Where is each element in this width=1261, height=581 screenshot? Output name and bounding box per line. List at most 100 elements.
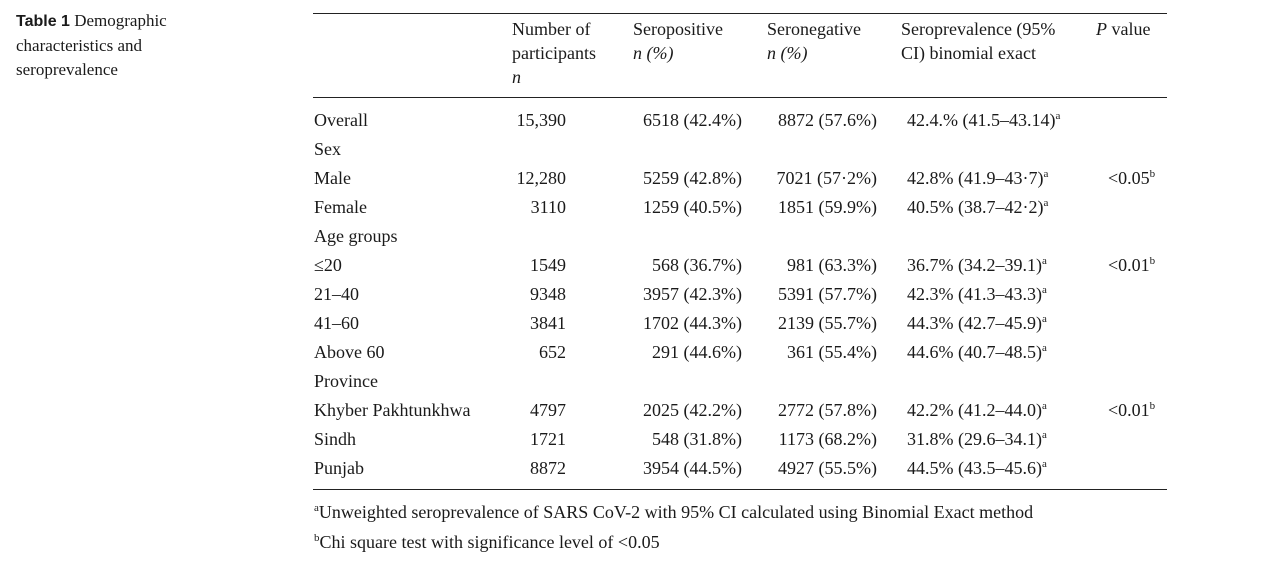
row-label: 21–40 bbox=[314, 280, 359, 309]
cell-seronegative: 361 (55.4%) bbox=[740, 338, 877, 367]
row-label: 41–60 bbox=[314, 309, 359, 338]
cell-seropositive: 291 (44.6%) bbox=[600, 338, 742, 367]
cell-p-value-value: <0.01 bbox=[1108, 255, 1150, 275]
header-seronegative-line2: n (%) bbox=[767, 43, 808, 63]
row-label-value: Overall bbox=[314, 110, 368, 130]
cell-participants-value: 15,390 bbox=[516, 110, 567, 130]
cell-seroprevalence: 42.2% (41.2–44.0)a bbox=[907, 396, 1047, 425]
cell-p-value: <0.01b bbox=[1108, 251, 1155, 280]
caption-text-line3: seroprevalence bbox=[16, 60, 118, 79]
cell-seropositive: 2025 (42.2%) bbox=[600, 396, 742, 425]
cell-seropositive-value: 568 (36.7%) bbox=[652, 255, 742, 275]
cell-seropositive-value: 3954 (44.5%) bbox=[643, 458, 742, 478]
table-label: Table 1 bbox=[16, 13, 70, 30]
row-label: Age groups bbox=[314, 222, 398, 251]
cell-seropositive: 568 (36.7%) bbox=[600, 251, 742, 280]
cell-seronegative: 2139 (55.7%) bbox=[740, 309, 877, 338]
cell-seroprevalence-footnote-mark: a bbox=[1055, 110, 1061, 122]
header-p-rest: value bbox=[1107, 19, 1151, 39]
cell-participants-value: 8872 bbox=[530, 458, 566, 478]
cell-seroprevalence-footnote-mark: a bbox=[1041, 313, 1047, 325]
cell-seropositive-value: 3957 (42.3%) bbox=[643, 284, 742, 304]
cell-participants: 1721 bbox=[500, 425, 566, 454]
cell-seroprevalence-value: 42.8% (41.9–43·7) bbox=[907, 168, 1044, 188]
cell-participants-value: 1549 bbox=[530, 255, 566, 275]
cell-seroprevalence: 44.5% (43.5–45.6)a bbox=[907, 454, 1047, 483]
cell-seropositive: 5259 (42.8%) bbox=[600, 164, 742, 193]
bottom-rule bbox=[313, 489, 1167, 490]
row-label-value: Age groups bbox=[314, 226, 398, 246]
table-row: Overall 15,390 6518 (42.4%) 8872 (57.6%) 42.… bbox=[0, 106, 1261, 135]
cell-seroprevalence: 31.8% (29.6–34.1)a bbox=[907, 425, 1047, 454]
cell-seroprevalence-value: 42.3% (41.3–43.3) bbox=[907, 284, 1042, 304]
cell-participants: 12,280 bbox=[500, 164, 567, 193]
cell-p-value-footnote-mark: b bbox=[1149, 400, 1156, 412]
cell-seronegative: 2772 (57.8%) bbox=[740, 396, 877, 425]
cell-participants: 4797 bbox=[500, 396, 566, 425]
header-participants: Number of participants n bbox=[512, 17, 596, 89]
cell-seronegative-value: 2772 (57.8%) bbox=[778, 400, 877, 420]
cell-seronegative: 7021 (57·2%) bbox=[740, 164, 877, 193]
header-seronegative: Seronegative n (%) bbox=[767, 17, 861, 65]
cell-p-value-footnote-mark: b bbox=[1149, 255, 1156, 267]
footnote-a-text: Unweighted seroprevalence of SARS CoV-2 … bbox=[318, 502, 1034, 522]
cell-seropositive: 1702 (44.3%) bbox=[600, 309, 742, 338]
cell-seropositive-value: 548 (31.8%) bbox=[652, 429, 742, 449]
header-participants-line2: participants bbox=[512, 43, 596, 63]
cell-seropositive-value: 1259 (40.5%) bbox=[643, 197, 742, 217]
cell-seronegative-value: 5391 (57.7%) bbox=[778, 284, 877, 304]
footnote-a: aUnweighted seroprevalence of SARS CoV-2… bbox=[314, 500, 1033, 524]
row-label-value: Female bbox=[314, 197, 367, 217]
cell-seronegative: 5391 (57.7%) bbox=[740, 280, 877, 309]
row-label-value: 21–40 bbox=[314, 284, 359, 304]
header-seronegative-line1: Seronegative bbox=[767, 19, 861, 39]
row-label-value: ≤20 bbox=[314, 255, 342, 275]
cell-seronegative-value: 7021 (57·2%) bbox=[776, 168, 877, 188]
cell-seroprevalence: 44.3% (42.7–45.9)a bbox=[907, 309, 1047, 338]
table-row: Khyber Pakhtunkhwa 4797 2025 (42.2%) 2772 (… bbox=[0, 396, 1261, 425]
cell-participants-value: 3110 bbox=[530, 197, 566, 217]
row-label: Punjab bbox=[314, 454, 364, 483]
cell-seroprevalence-value: 31.8% (29.6–34.1) bbox=[907, 429, 1042, 449]
header-seropositive-line1: Seropositive bbox=[633, 19, 723, 39]
cell-participants: 15,390 bbox=[500, 106, 567, 135]
header-rule bbox=[313, 97, 1167, 98]
cell-seronegative-value: 981 (63.3%) bbox=[787, 255, 877, 275]
row-label: Khyber Pakhtunkhwa bbox=[314, 396, 470, 425]
row-label: Sindh bbox=[314, 425, 356, 454]
header-seroprevalence: Seroprevalence (95% CI) binomial exact bbox=[901, 17, 1055, 65]
cell-seropositive-value: 2025 (42.2%) bbox=[643, 400, 742, 420]
row-label: Province bbox=[314, 367, 378, 396]
row-label: Female bbox=[314, 193, 367, 222]
header-p-italic: P bbox=[1096, 19, 1107, 39]
cell-participants-value: 9348 bbox=[530, 284, 566, 304]
header-p-value: P value bbox=[1096, 17, 1150, 41]
header-seroprevalence-line1: Seroprevalence (95% bbox=[901, 19, 1056, 39]
cell-seroprevalence-value: 44.5% (43.5–45.6) bbox=[907, 458, 1042, 478]
cell-seropositive: 3957 (42.3%) bbox=[600, 280, 742, 309]
table-row: Province bbox=[0, 367, 1261, 396]
cell-participants: 1549 bbox=[500, 251, 566, 280]
header-participants-line1: Number of bbox=[512, 19, 591, 39]
header-participants-line3: n bbox=[512, 67, 521, 87]
cell-seroprevalence: 42.3% (41.3–43.3)a bbox=[907, 280, 1047, 309]
cell-p-value-footnote-mark: b bbox=[1149, 168, 1156, 180]
cell-seronegative: 981 (63.3%) bbox=[740, 251, 877, 280]
cell-seroprevalence-value: 36.7% (34.2–39.1) bbox=[907, 255, 1042, 275]
cell-participants-value: 4797 bbox=[530, 400, 566, 420]
row-label: Overall bbox=[314, 106, 368, 135]
cell-seroprevalence-footnote-mark: a bbox=[1043, 168, 1049, 180]
cell-seroprevalence-footnote-mark: a bbox=[1041, 429, 1047, 441]
cell-seronegative-value: 2139 (55.7%) bbox=[778, 313, 877, 333]
cell-seropositive: 6518 (42.4%) bbox=[600, 106, 742, 135]
row-label: Above 60 bbox=[314, 338, 385, 367]
header-seroprevalence-line2: CI) binomial exact bbox=[901, 43, 1036, 63]
cell-seronegative: 1851 (59.9%) bbox=[740, 193, 877, 222]
cell-seroprevalence-footnote-mark: a bbox=[1041, 284, 1047, 296]
cell-seroprevalence-footnote-mark: a bbox=[1041, 255, 1047, 267]
header-seropositive-line2: n (%) bbox=[633, 43, 674, 63]
cell-participants-value: 1721 bbox=[530, 429, 566, 449]
cell-seroprevalence-footnote-mark: a bbox=[1041, 400, 1047, 412]
cell-participants: 8872 bbox=[500, 454, 566, 483]
cell-p-value-value: <0.05 bbox=[1108, 168, 1150, 188]
